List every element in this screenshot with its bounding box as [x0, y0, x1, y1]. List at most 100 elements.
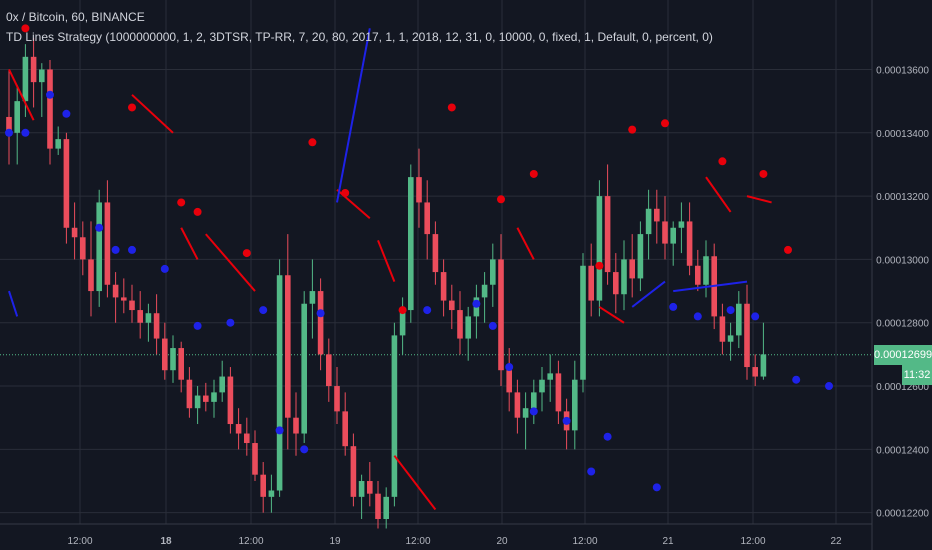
candle-body — [326, 354, 332, 387]
price-tick-label: 0.00013200 — [876, 192, 929, 203]
blue-marker-dot — [603, 432, 612, 441]
candle-body — [424, 202, 430, 235]
candle-body — [588, 265, 594, 301]
td-line-blue — [631, 280, 666, 308]
candle-body — [170, 348, 176, 371]
blue-marker-dot — [472, 299, 481, 308]
price-tick-label: 0.00012800 — [876, 319, 929, 330]
candle-body — [350, 446, 357, 497]
candle-body — [514, 392, 521, 418]
candle-body — [39, 69, 45, 83]
candle-body — [621, 259, 627, 295]
candle-body — [465, 316, 471, 339]
price-tick-label: 0.00012600 — [876, 382, 929, 393]
candle-body — [244, 433, 250, 444]
candle-body — [235, 424, 242, 434]
candle-body — [760, 354, 767, 377]
blue-marker-dot — [275, 426, 284, 435]
candle-body — [727, 335, 734, 342]
candle-body — [383, 496, 389, 519]
candle-body — [30, 56, 37, 83]
symbol-title: 0x / Bitcoin, 60, BINANCE — [6, 10, 145, 24]
red-marker-dot — [308, 138, 317, 147]
price-tick-label: 0.00012200 — [876, 509, 929, 520]
candle-body — [194, 395, 201, 409]
price-tick-label: 0.00013400 — [876, 129, 929, 140]
blue-marker-dot — [46, 90, 54, 99]
blue-marker-dot — [259, 306, 268, 315]
candle-body — [6, 116, 12, 133]
candle-body — [88, 259, 94, 292]
candle-body — [736, 303, 742, 336]
candle-body — [580, 265, 586, 380]
candle-body — [293, 417, 299, 434]
red-marker-dot — [595, 261, 604, 270]
blue-marker-dot — [300, 445, 309, 454]
red-marker-dot — [21, 24, 30, 33]
td-line-red — [516, 227, 535, 260]
candle-body — [695, 265, 701, 285]
candle-body — [375, 493, 381, 519]
red-marker-dot — [759, 169, 768, 178]
candle-body — [252, 443, 258, 475]
blue-marker-dot — [5, 128, 13, 137]
blue-marker-dot — [529, 407, 538, 416]
td-line-red — [131, 94, 174, 134]
candle-body — [219, 376, 225, 393]
strategy-legend[interactable]: TD Lines Strategy (1000000000, 1, 2, 3DT… — [6, 30, 713, 44]
red-marker-dot — [718, 157, 727, 166]
blue-marker-dot — [128, 245, 136, 254]
candle-body — [162, 338, 168, 371]
red-marker-dot — [341, 188, 350, 197]
blue-marker-dot — [423, 306, 432, 315]
candle-body — [55, 139, 61, 149]
red-marker-dot — [177, 198, 186, 207]
candle-body — [317, 291, 324, 355]
candle-body — [490, 259, 496, 285]
countdown-badge: 11:32 — [902, 364, 932, 385]
candle-body — [145, 313, 152, 323]
candle-body — [285, 275, 291, 418]
td-line-red — [746, 195, 772, 204]
candle-body — [342, 411, 348, 447]
candle-body — [670, 227, 676, 244]
candle-body — [268, 490, 275, 497]
candle-body — [399, 310, 406, 336]
blue-marker-dot — [562, 416, 571, 425]
candle-body — [449, 300, 455, 311]
candle-body — [539, 379, 545, 393]
time-tick-label: 12:00 — [67, 536, 92, 547]
candle-body — [309, 291, 316, 304]
time-tick-label: 19 — [329, 536, 341, 547]
red-marker-dot — [661, 119, 669, 128]
candle-body — [645, 208, 652, 235]
candle-body — [47, 69, 53, 149]
red-marker-dot — [398, 306, 407, 315]
blue-marker-dot — [669, 302, 678, 311]
candle-body — [662, 221, 668, 244]
td-line-red — [393, 455, 437, 511]
price-tick-label: 0.00013600 — [876, 65, 929, 76]
candle-body — [555, 373, 562, 412]
blue-marker-dot — [111, 245, 120, 254]
red-marker-dot — [529, 169, 538, 178]
candle-body — [506, 370, 512, 393]
blue-marker-dot — [505, 363, 514, 372]
blue-marker-dot — [751, 312, 760, 321]
time-tick-label: 12:00 — [405, 536, 430, 547]
candle-body — [432, 234, 439, 273]
candle-body — [367, 481, 373, 494]
candle-body — [71, 227, 78, 238]
blue-marker-dot — [95, 223, 104, 232]
candle-body — [457, 310, 463, 339]
candle-body — [752, 367, 758, 377]
candle-body — [637, 234, 644, 279]
blue-marker-dot — [726, 306, 735, 315]
price-tick-label: 0.00013000 — [876, 255, 929, 266]
td-line-blue — [336, 28, 371, 203]
candle-body — [703, 256, 709, 285]
candle-body — [744, 303, 750, 368]
candle-body — [22, 56, 29, 102]
